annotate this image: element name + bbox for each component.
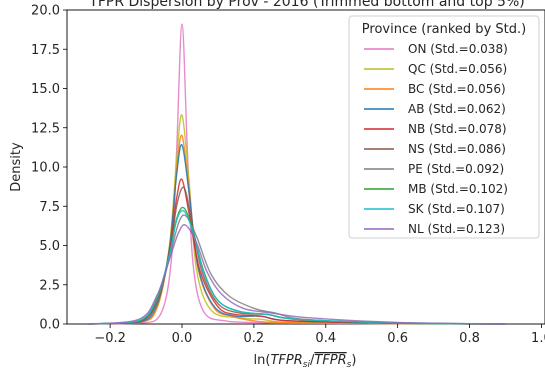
x-tick-label: 0.0 (172, 331, 193, 346)
legend-entry-label: NL (Std.=0.123) (408, 222, 505, 236)
y-tick-label: 0.0 (39, 318, 60, 333)
plot-area (66, 9, 545, 325)
x-tick-label: 0.2 (244, 331, 265, 346)
legend-entry-label: BC (Std.=0.056) (408, 82, 506, 96)
legend: Province (ranked by Std.) ON (Std.=0.038… (348, 15, 540, 239)
x-label-b-sub: s (347, 360, 352, 370)
x-tick-label: 1.0 (531, 331, 545, 346)
x-tick-label: 0.8 (459, 331, 480, 346)
legend-entry-label: MB (Std.=0.102) (408, 182, 508, 196)
legend-entry-label: SK (Std.=0.107) (408, 202, 505, 216)
legend-box (348, 15, 540, 239)
y-tick-label: 15.0 (31, 82, 60, 97)
y-tick-label: 10.0 (31, 161, 60, 176)
x-label-slash: / (310, 353, 315, 368)
x-label-suffix: ) (351, 353, 356, 368)
legend-entry-label: NS (Std.=0.086) (408, 142, 506, 156)
legend-entry-label: QC (Std.=0.056) (408, 62, 507, 76)
legend-entry-label: NB (Std.=0.078) (408, 122, 507, 136)
legend-entry-label: ON (Std.=0.038) (408, 42, 508, 56)
y-tick-label: 17.5 (31, 43, 60, 58)
x-label-a-sub: si (303, 360, 311, 370)
legend-entry-label: PE (Std.=0.092) (408, 162, 504, 176)
y-tick-label: 12.5 (31, 121, 60, 136)
x-tick-label: −0.2 (94, 331, 126, 346)
legend-entries: ON (Std.=0.038) QC (Std.=0.056) BC (Std.=0… (364, 42, 508, 236)
x-label-a: TFPR (270, 353, 302, 368)
x-tick-label: 0.4 (315, 331, 336, 346)
y-tick-label: 2.5 (39, 278, 60, 293)
y-tick-label: 5.0 (39, 239, 60, 254)
x-label-b: TFPR (314, 353, 346, 368)
x-axis-label: ln(TFPRsi/TFPRs) (254, 353, 357, 370)
x-label-prefix: ln( (254, 353, 271, 368)
y-tick-label: 7.5 (39, 200, 60, 215)
chart-title: TFPR Dispersion by Prov - 2016 (Trimmed … (88, 0, 524, 10)
x-axis-ticks: −0.2 0.0 0.2 0.4 0.6 0.8 1.0 (94, 324, 545, 346)
y-tick-label: 20.0 (31, 4, 60, 19)
series-line-nl (88, 224, 506, 325)
legend-entry-label: AB (Std.=0.062) (408, 102, 506, 116)
x-tick-label: 0.6 (387, 331, 408, 346)
legend-title: Province (ranked by Std.) (362, 22, 526, 37)
y-axis-ticks: 0.0 2.5 5.0 7.5 10.0 12.5 15.0 17.5 20.0 (31, 4, 67, 333)
y-axis-label: Density (9, 142, 24, 192)
